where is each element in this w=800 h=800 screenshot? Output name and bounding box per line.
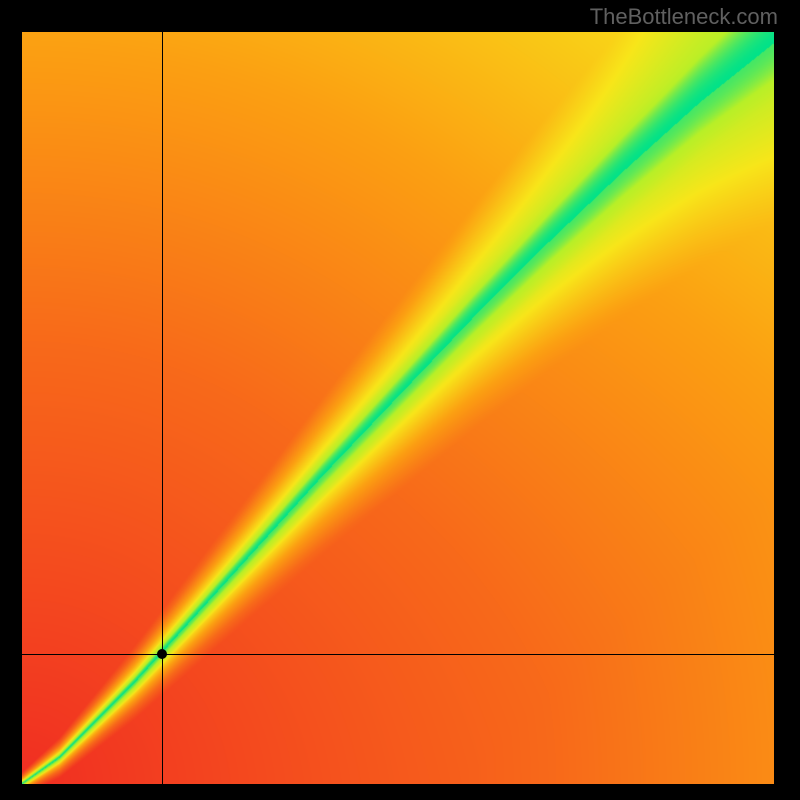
crosshair-marker (157, 649, 167, 659)
heatmap-canvas (22, 32, 774, 784)
heatmap-plot (22, 32, 774, 784)
crosshair-horizontal (22, 654, 774, 655)
crosshair-vertical (162, 32, 163, 784)
watermark-text: TheBottleneck.com (590, 4, 778, 30)
